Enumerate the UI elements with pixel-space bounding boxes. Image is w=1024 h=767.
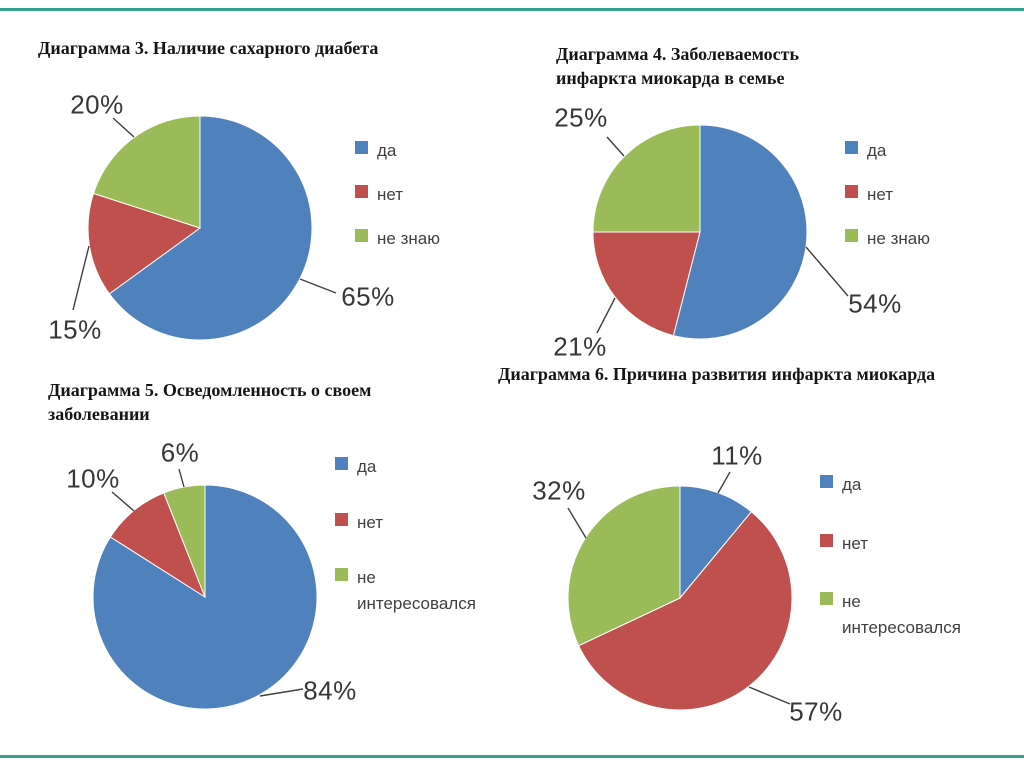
slice-value-label: 21% [553,331,607,362]
legend-label: да [377,141,397,160]
chart-title: Диаграмма 6. Причина развития инфаркта м… [498,364,936,384]
pie-chart-infarction-cause: Диаграмма 6. Причина развития инфаркта м… [490,358,1024,767]
pie-slice-other [592,124,701,233]
pie-chart-family-infarction: Диаграмма 4. Заболеваемость инфаркта мио… [512,10,1024,368]
legend-swatch [820,592,833,605]
label-leader-line [178,468,185,488]
chart-title: Диаграмма 5. Осведомленность о своем заб… [48,380,372,425]
legend-swatch [355,229,368,242]
legend-swatch [335,513,348,526]
legend-label: нет [377,185,404,204]
label-leader-line [299,278,337,294]
pie-svg [567,471,793,711]
label-leader-line [717,471,731,494]
legend-item: нет [355,182,485,208]
pie-svg [72,115,337,341]
pie-svg [92,468,318,710]
legend-item: да [845,138,975,164]
slice-value-label: 25% [554,102,608,133]
slice-value-label: 84% [303,675,357,706]
legend-label: да [842,475,862,494]
legend-label: не интересовался [842,592,961,637]
legend-item: да [355,138,485,164]
chart-title: Диаграмма 4. Заболеваемость инфаркта мио… [556,44,800,89]
legend-item: не знаю [845,226,975,252]
legend-label: не знаю [867,229,930,248]
legend-swatch [845,229,858,242]
pie-svg [592,124,849,340]
label-leader-line [805,246,849,297]
slice-value-label: 20% [70,89,124,120]
slice-value-label: 54% [848,288,902,319]
top-accent-line [0,8,1024,11]
pie-slice-other [92,115,201,229]
legend-swatch [820,475,833,488]
pie-chart-disease-awareness: Диаграмма 5. Осведомленность о своем заб… [0,370,512,767]
legend-item: не интересовался [335,565,485,616]
legend-item: да [335,454,485,480]
legend-swatch [355,141,368,154]
label-leader-line [748,686,791,705]
pie-slice-yes [672,124,808,340]
slice-value-label: 6% [160,437,200,468]
legend-swatch [335,457,348,470]
legend-label: нет [357,513,384,532]
chart-title: Диаграмма 3. Наличие сахарного диабета [38,38,379,58]
label-leader-line [112,117,135,138]
legend-label: да [867,141,887,160]
legend-swatch [845,141,858,154]
legend-item: нет [820,531,970,557]
legend-label: да [357,457,377,476]
label-leader-line [606,136,625,157]
pie-slice-yes [108,115,313,341]
legend-item: не знаю [355,226,485,252]
label-leader-line [259,688,304,697]
slice-value-label: 32% [532,475,586,506]
label-leader-line [111,491,135,512]
pie-chart-diabetes: Диаграмма 3. Наличие сахарного диабета 6… [0,10,512,368]
slice-value-label: 11% [711,440,763,471]
slice-value-label: 10% [66,463,120,494]
pie-slice-no [577,510,793,711]
legend-label: нет [842,534,869,553]
legend-label: нет [867,185,894,204]
pie-slice-other [163,484,206,598]
legend-swatch [820,534,833,547]
slice-value-label: 65% [341,281,395,312]
pie-slice-no [87,192,202,295]
pie-slice-no [592,231,701,337]
label-leader-line [567,507,587,539]
legend-item: нет [335,510,485,536]
legend-swatch [335,568,348,581]
legend-label: не знаю [377,229,440,248]
label-leader-line [72,245,90,311]
bottom-accent-line [0,755,1024,758]
legend-item: не интересовался [820,589,970,640]
legend-swatch [845,185,858,198]
legend-label: не интересовался [357,568,476,613]
legend-item: нет [845,182,975,208]
slice-value-label: 57% [789,696,843,727]
label-leader-line [596,297,616,334]
slice-value-label: 15% [48,314,102,345]
legend-item: да [820,472,970,498]
legend-swatch [355,185,368,198]
